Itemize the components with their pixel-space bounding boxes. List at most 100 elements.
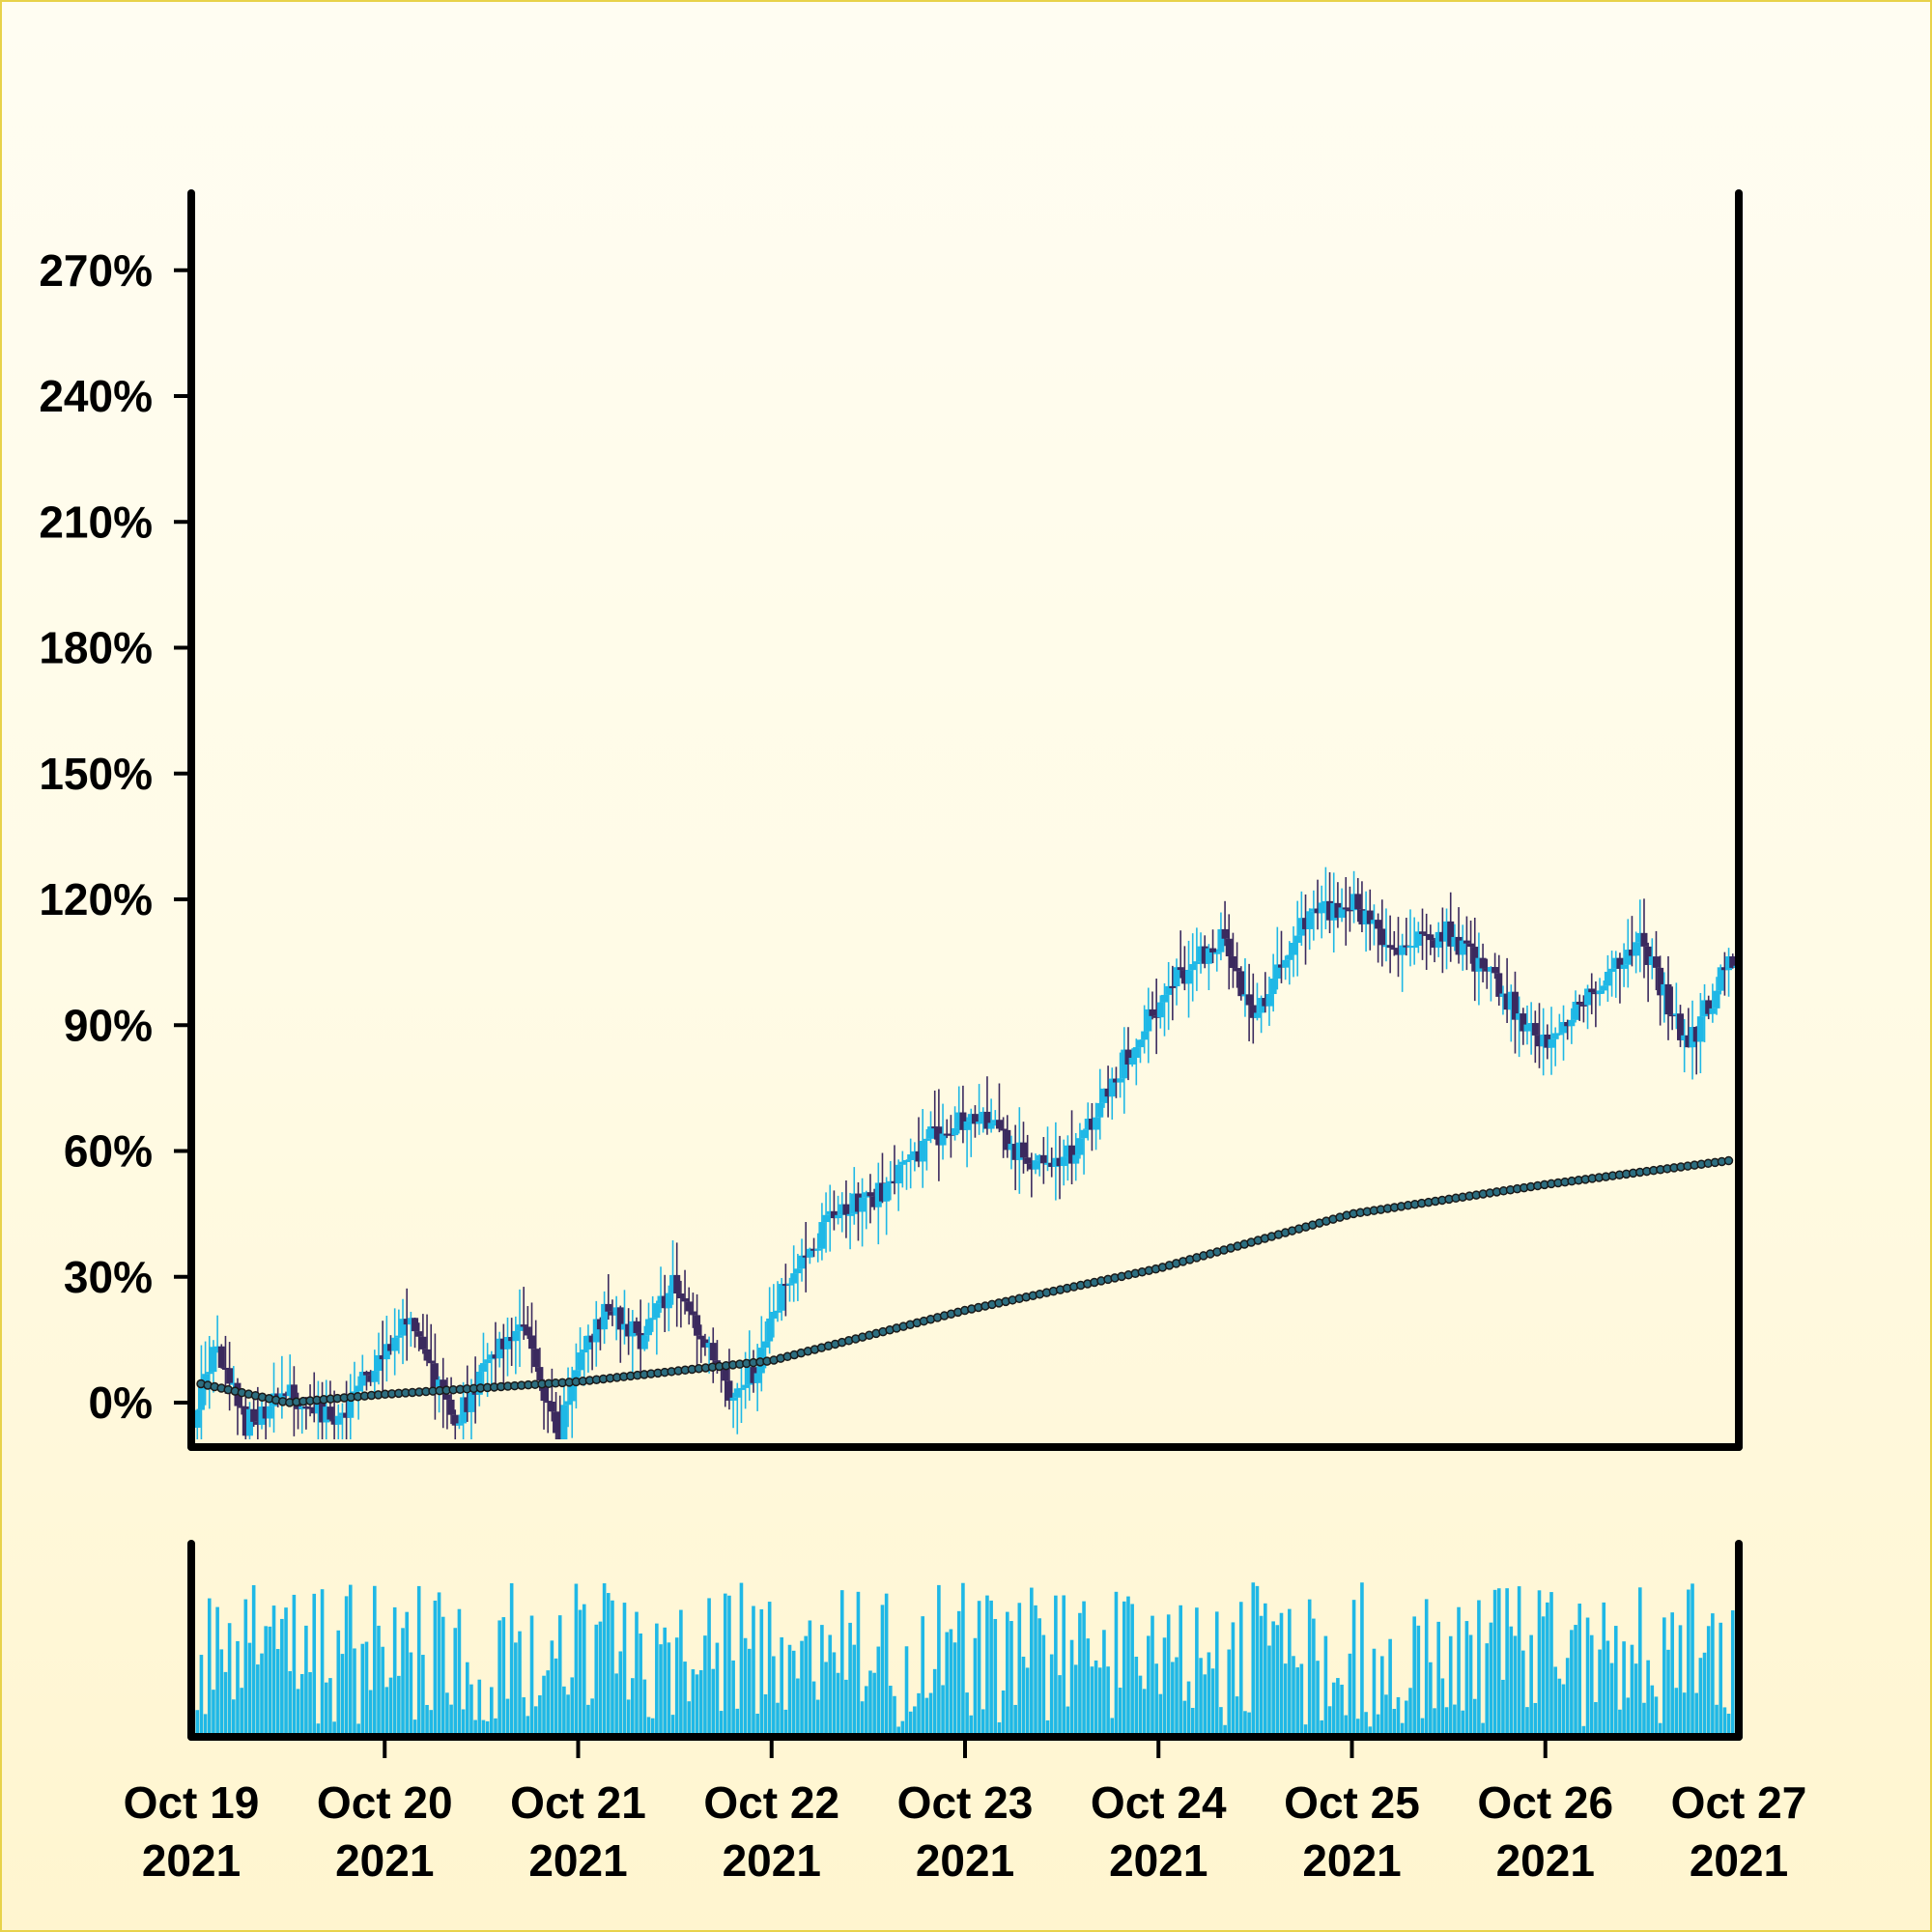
candle-body (1701, 1000, 1709, 1017)
volume-bar (1223, 1724, 1227, 1737)
candle-body (859, 1197, 867, 1212)
volume-bar (578, 1609, 582, 1737)
candle-body (226, 1368, 234, 1384)
candle-body (499, 1338, 507, 1350)
volume-bar (1420, 1718, 1425, 1737)
candle-body (1221, 928, 1229, 939)
candle-body (242, 1406, 249, 1436)
candle-body (673, 1274, 681, 1294)
candle-body (319, 1402, 327, 1423)
candle-body (963, 1121, 971, 1130)
volume-bar (299, 1673, 304, 1737)
candle-body (407, 1318, 414, 1325)
candle-body (1076, 1138, 1084, 1155)
volume-bar (973, 1637, 978, 1737)
candle-body (1463, 940, 1470, 944)
candle-body (1273, 964, 1281, 980)
volume-bar (1295, 1667, 1299, 1737)
candle-body (1443, 921, 1451, 942)
candle-body (1008, 1144, 1015, 1151)
volume-bar (457, 1608, 462, 1737)
volume-bar (772, 1656, 776, 1737)
candle-body (697, 1335, 705, 1340)
volume-bar (924, 1697, 929, 1737)
candle-body (338, 1412, 346, 1416)
candle-body (1032, 1160, 1039, 1170)
volume-bar (1594, 1702, 1598, 1737)
candle-body (479, 1363, 487, 1372)
volume-bar (1602, 1602, 1606, 1737)
volume-bar (582, 1604, 586, 1737)
candle-body (786, 1283, 794, 1286)
volume-bar (490, 1687, 494, 1737)
candle-body (1282, 959, 1290, 968)
candle-body (213, 1346, 221, 1349)
volume-bar (743, 1637, 748, 1737)
candle-body (1516, 1013, 1523, 1020)
volume-bar (1243, 1711, 1247, 1737)
volume-bar (824, 1662, 828, 1737)
candle-body (1375, 920, 1382, 929)
candle-body (1604, 972, 1611, 986)
volume-bar (977, 1601, 981, 1737)
volume-bar (421, 1655, 425, 1737)
candle-body (197, 1382, 205, 1410)
candle-body (685, 1301, 693, 1312)
volume-bar (1340, 1684, 1344, 1737)
volume-bar (1275, 1625, 1280, 1737)
y-tick-label: 270% (39, 245, 153, 296)
candle-body (1128, 1058, 1136, 1065)
volume-bar (494, 1718, 497, 1737)
candle-body (1338, 907, 1346, 919)
volume-bar (590, 1698, 594, 1737)
volume-bar (667, 1642, 671, 1737)
volume-bar (1549, 1592, 1553, 1737)
candles-layer (189, 867, 1741, 1439)
candle-body (781, 1284, 789, 1287)
volume-bar (336, 1630, 341, 1737)
volume-bar (1513, 1635, 1518, 1737)
candle-body (592, 1319, 600, 1343)
candle-body (1386, 945, 1394, 949)
candle-body (391, 1337, 399, 1351)
volume-bar (212, 1690, 215, 1737)
candle-body (403, 1319, 411, 1325)
candle-body (1640, 932, 1648, 947)
volume-bar (449, 1704, 453, 1737)
volume-bar (1331, 1682, 1336, 1737)
candle-body (1661, 983, 1668, 996)
volume-bar (780, 1636, 783, 1737)
volume-bar (586, 1704, 590, 1737)
candle-body (230, 1382, 238, 1385)
candle-body (1052, 1157, 1060, 1167)
candle-body (1600, 985, 1607, 991)
candle-body (742, 1384, 750, 1388)
candle-body (802, 1255, 810, 1258)
volume-bar (425, 1704, 429, 1737)
volume-bar (622, 1603, 627, 1737)
volume-bar (340, 1654, 345, 1737)
candle-body (1136, 1039, 1144, 1048)
volume-bar (550, 1640, 554, 1737)
volume-bar (1303, 1724, 1308, 1737)
volume-bar (872, 1672, 876, 1737)
candle-body (1297, 918, 1305, 936)
volume-bar (1316, 1661, 1320, 1737)
volume-bar (1448, 1635, 1453, 1737)
candle-body (512, 1330, 520, 1342)
volume-bar (1045, 1719, 1050, 1737)
candle-body (1531, 1023, 1539, 1036)
candle-body (1245, 994, 1253, 1006)
volume-bar (1412, 1616, 1416, 1737)
volume-bar (373, 1585, 377, 1737)
candle-body (1692, 1027, 1700, 1042)
candle-body (1616, 957, 1624, 969)
volume-bar (397, 1675, 401, 1737)
candle-body (637, 1332, 644, 1350)
x-tick-year-label: 2021 (1690, 1835, 1788, 1886)
candle-body (1265, 994, 1273, 1007)
volume-bar (1199, 1658, 1203, 1737)
volume-bar (715, 1642, 720, 1737)
candle-body (496, 1338, 503, 1359)
candle-body (532, 1349, 540, 1368)
